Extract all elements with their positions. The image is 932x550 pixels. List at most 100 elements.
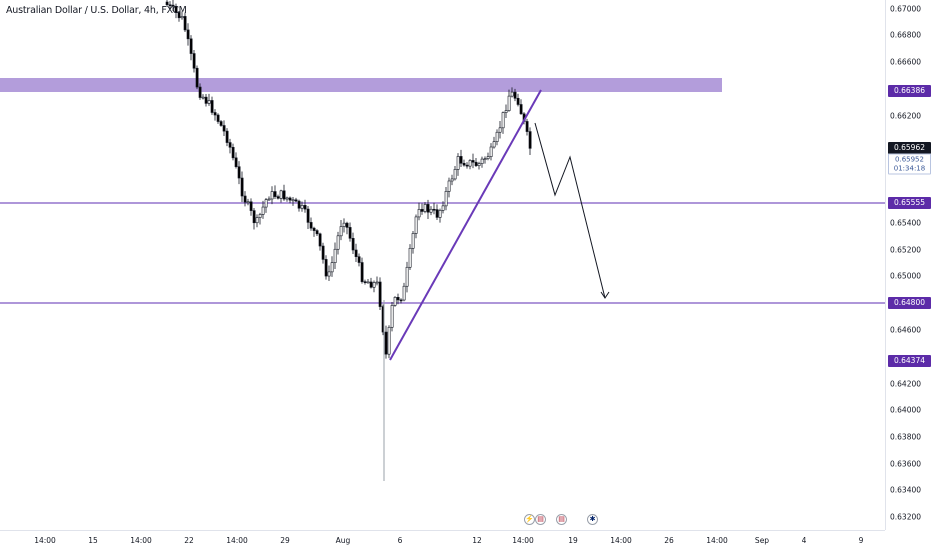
candle-body	[237, 166, 241, 179]
candle-body	[501, 112, 505, 129]
candle-body	[189, 38, 193, 54]
us-flag-event-icon[interactable]: ▤	[535, 514, 546, 525]
candle-body	[354, 249, 358, 257]
candle-body	[474, 161, 478, 166]
candle-body	[456, 156, 460, 170]
candle-body	[171, 4, 175, 7]
candle-body	[528, 131, 532, 149]
candle-body	[252, 210, 256, 224]
candle-body	[279, 190, 283, 199]
candle-body	[183, 16, 187, 31]
time-label: 14:00	[226, 536, 248, 545]
candle-body	[255, 217, 259, 224]
candle-body	[165, 1, 169, 6]
candle-body	[420, 209, 424, 212]
candle-body	[345, 222, 349, 228]
candle-body	[366, 281, 370, 284]
lightning-event-icon[interactable]: ⚡	[524, 514, 535, 525]
candle-body	[378, 281, 382, 307]
price-tick: 0.65200	[890, 245, 922, 255]
time-label: 4	[801, 536, 807, 545]
candle-body	[360, 262, 364, 282]
price-tick: 0.66800	[890, 30, 922, 40]
candle-body	[525, 121, 529, 132]
candle-body	[339, 226, 343, 237]
candle-body	[441, 205, 445, 211]
time-label: 14:00	[512, 536, 534, 545]
candle-body	[321, 245, 325, 260]
candle-body	[297, 200, 301, 209]
price-tick: 0.64200	[890, 379, 922, 389]
time-label: 26	[664, 536, 674, 545]
candle-body	[264, 199, 268, 208]
price-tick: 0.64000	[890, 405, 922, 415]
candle-body	[495, 131, 499, 142]
time-label: 14:00	[130, 536, 152, 545]
candle-body	[270, 191, 274, 200]
candle-body	[333, 248, 337, 263]
candle-body	[348, 227, 352, 239]
price-tick: 0.66600	[890, 57, 922, 67]
candle-body	[375, 281, 379, 284]
candle-body	[408, 247, 412, 268]
candle-body	[174, 6, 178, 13]
candle-body	[324, 259, 328, 277]
candle-body	[258, 214, 262, 218]
candle-body	[516, 98, 520, 105]
time-label: 14:00	[706, 536, 728, 545]
resistance-zone[interactable]	[0, 78, 722, 92]
price-tick: 0.63200	[890, 512, 922, 522]
candle-body	[480, 158, 484, 164]
us-flag-event-icon[interactable]: ▤	[556, 514, 567, 525]
projection-path[interactable]	[534, 122, 606, 299]
level-price-tag: 0.64800	[888, 297, 931, 309]
candle-body	[513, 91, 517, 99]
au-flag-event-icon[interactable]: ✱	[587, 514, 598, 525]
candle-body	[180, 16, 184, 19]
candle-body	[261, 206, 265, 215]
candle-body	[216, 114, 220, 122]
candle-body	[468, 160, 472, 167]
candle-body	[198, 86, 202, 98]
candle-body	[372, 282, 376, 288]
candle-body	[351, 237, 355, 251]
time-scale[interactable]: 14:00 15 14:00 22 14:00 29 Aug 6 12 14:0…	[0, 530, 885, 550]
candle-body	[384, 331, 388, 355]
candle-body	[387, 326, 391, 355]
time-label: 15	[88, 536, 98, 545]
candle-body	[243, 195, 247, 203]
candle-body	[402, 285, 406, 301]
candle-body	[411, 233, 415, 249]
candle-body	[213, 112, 217, 116]
candle-body	[423, 204, 427, 212]
bid-countdown-tag: 0.65952 01:34:18	[888, 153, 931, 175]
candle-body	[336, 235, 340, 250]
candle-body	[444, 191, 448, 207]
candle-body	[453, 169, 457, 180]
candle-body	[249, 201, 253, 211]
chart-pane[interactable]	[0, 0, 885, 530]
candle-body	[234, 157, 238, 168]
candle-body	[288, 197, 292, 201]
last-price-tag: 0.65962	[888, 142, 931, 154]
candle-body	[477, 163, 481, 166]
candle-body	[342, 222, 346, 227]
candle-body	[405, 266, 409, 287]
trendline[interactable]	[389, 89, 542, 361]
candle-body	[210, 100, 214, 113]
price-tick: 0.63600	[890, 459, 922, 469]
price-scale[interactable]: 0.67000 0.66800 0.66600 0.66200 0.65400 …	[885, 0, 932, 530]
candle-body	[195, 67, 199, 88]
candle-body	[465, 164, 469, 167]
candle-body	[519, 104, 523, 115]
candle-body	[192, 53, 196, 69]
candle-body	[504, 110, 508, 113]
bar-countdown: 01:34:18	[893, 164, 926, 173]
candle-body	[483, 158, 487, 160]
candle-body	[240, 177, 244, 197]
time-label: 29	[280, 536, 290, 545]
candle-body	[186, 29, 190, 40]
candle-body	[285, 197, 289, 200]
candle-body	[429, 208, 433, 213]
candle-body	[246, 201, 250, 204]
